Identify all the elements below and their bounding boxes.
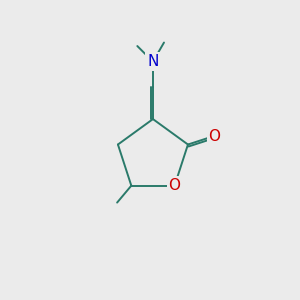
Text: N: N xyxy=(147,54,159,69)
Text: O: O xyxy=(169,178,181,193)
Text: O: O xyxy=(208,129,220,144)
